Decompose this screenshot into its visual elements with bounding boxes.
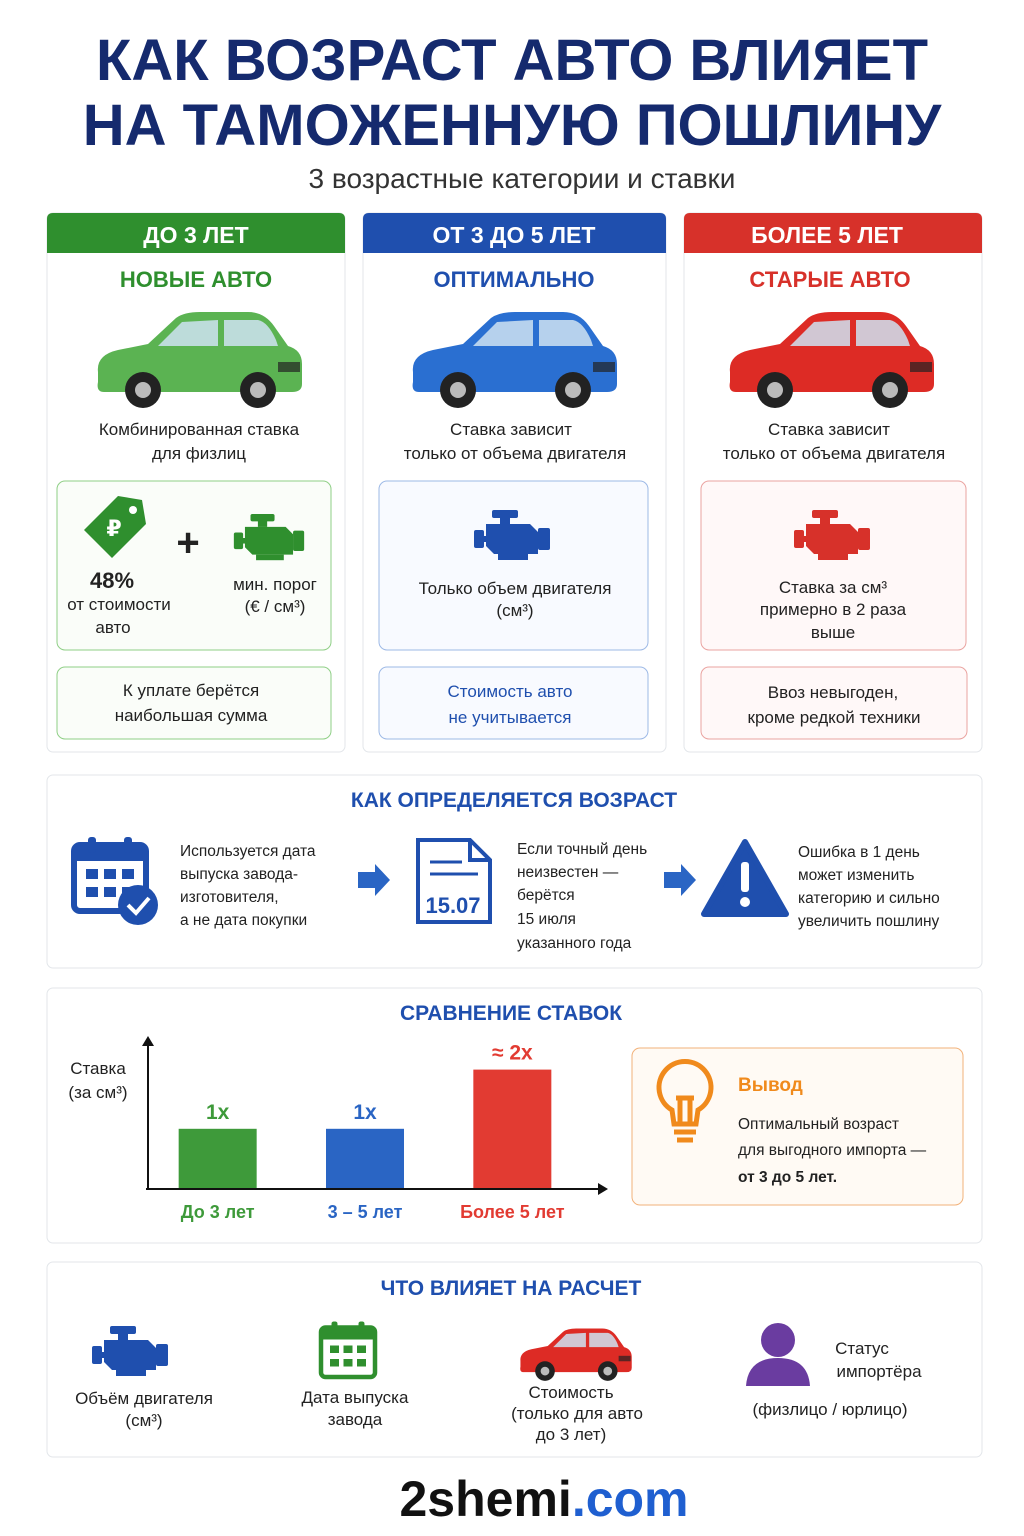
note: не учитывается — [449, 708, 572, 727]
box-text: примерно в 2 раза — [760, 600, 907, 619]
step-text: Если точный день — [517, 841, 647, 858]
box-text: (см³) — [496, 601, 533, 620]
step-text: неизвестен — — [517, 864, 619, 881]
value-label: ≈ 2x — [492, 1042, 533, 1065]
bar — [178, 1128, 257, 1188]
domain: .com — [572, 1471, 689, 1527]
section-title: ЧТО ВЛИЯЕТ НА РАСЧЕТ — [381, 1277, 642, 1300]
title-line: НА ТАМОЖЕННУЮ ПОШЛИНУ — [83, 93, 942, 158]
chart-title: СРАВНЕНИЕ СТАВОК — [400, 1002, 622, 1025]
factor-label: до 3 лет) — [536, 1425, 607, 1444]
step-text: а не дата покупки — [180, 912, 307, 929]
percent-text: от стоимости — [67, 595, 171, 614]
factor-label: Статус — [835, 1339, 889, 1358]
box-text: выше — [811, 623, 855, 642]
description: для физлиц — [152, 444, 246, 463]
note: Стоимость авто — [448, 682, 573, 701]
arrow — [358, 864, 390, 896]
factor-label: (только для авто — [511, 1404, 643, 1423]
box-text: Ставка за см³ — [779, 578, 888, 597]
value-label: 1x — [206, 1101, 230, 1124]
description: Ставка зависит — [450, 420, 572, 439]
description: только от объема двигателя — [723, 444, 945, 463]
y-axis-label: (за см³) — [68, 1083, 127, 1102]
step-text: Используется дата — [180, 843, 316, 860]
y-axis-label: Ставка — [70, 1059, 126, 1078]
x-tick-label: 3 – 5 лет — [328, 1202, 403, 1222]
step-text: указанного года — [517, 935, 632, 952]
percent: 48% — [90, 568, 134, 593]
column-subheading: ОПТИМАЛЬНО — [434, 267, 595, 292]
conclusion-text: Оптимальный возраст — [738, 1116, 899, 1133]
title-line: КАК ВОЗРАСТ АВТО ВЛИЯЕТ — [96, 28, 928, 93]
note: кроме редкой техники — [748, 708, 921, 727]
column-heading: ОТ 3 ДО 5 ЛЕТ — [433, 222, 596, 248]
factor-label: Стоимость — [528, 1383, 613, 1402]
conclusion-box: Вывод Оптимальный возраст для выгодного … — [631, 1047, 964, 1206]
step-text: изготовителя, — [180, 889, 279, 906]
bar — [326, 1128, 404, 1188]
factor-label: Объём двигателя — [75, 1389, 213, 1408]
percent-text: авто — [95, 618, 130, 637]
date-text: 15.07 — [425, 893, 480, 918]
step-text: увеличить пошлину — [798, 913, 940, 930]
conclusion-title: Вывод — [738, 1075, 803, 1096]
column-new: ДО 3 ЛЕТ НОВЫЕ АВТО Комбинированная став… — [46, 212, 346, 753]
conclusion-text: от 3 до 5 лет. — [738, 1169, 837, 1186]
factor-label: импортёра — [836, 1362, 922, 1381]
age-section: КАК ОПРЕДЕЛЯЕТСЯ ВОЗРАСТ Используется да… — [46, 774, 983, 969]
description: Комбинированная ставка — [99, 420, 300, 439]
step-text: Ошибка в 1 день — [798, 844, 920, 861]
check-icon — [118, 885, 158, 925]
note: наибольшая сумма — [115, 706, 268, 725]
person-icon — [746, 1323, 810, 1386]
column-optimal: ОТ 3 ДО 5 ЛЕТ ОПТИМАЛЬНО Ставка зависит … — [362, 212, 667, 753]
note: Ввоз невыгоден, — [768, 683, 898, 702]
box-text: Только объем двигателя — [419, 579, 612, 598]
bar — [473, 1069, 552, 1188]
plus-icon: + — [176, 521, 199, 565]
column-heading: БОЛЕЕ 5 ЛЕТ — [751, 222, 903, 248]
x-tick-label: Более 5 лет — [460, 1202, 565, 1222]
brand: 2shemi — [399, 1471, 571, 1527]
step-text: 15 июля — [517, 911, 576, 928]
note: К уплате берётся — [123, 681, 259, 700]
description: только от объема двигателя — [404, 444, 626, 463]
factor-label: Дата выпуска — [302, 1388, 409, 1407]
factor-label: (физлицо / юрлицо) — [752, 1400, 907, 1419]
column-subheading: СТАРЫЕ АВТО — [749, 267, 910, 292]
column-old: БОЛЕЕ 5 ЛЕТ СТАРЫЕ АВТО Ставка зависит т… — [683, 212, 983, 753]
value-label: 1x — [353, 1101, 377, 1124]
step-text: категорию и сильно — [798, 890, 940, 907]
description: Ставка зависит — [768, 420, 890, 439]
arrow — [664, 864, 696, 896]
price-tag-icon: ₽ — [84, 496, 146, 558]
x-tick-label: До 3 лет — [181, 1202, 255, 1222]
bulb-icon — [656, 1059, 714, 1143]
factor-label: завода — [328, 1410, 383, 1429]
step-text: выпуска завода- — [180, 866, 298, 883]
svg-text:₽: ₽ — [106, 516, 121, 541]
threshold-text: (€ / см³) — [245, 597, 306, 616]
section-title: КАК ОПРЕДЕЛЯЕТСЯ ВОЗРАСТ — [351, 789, 677, 812]
column-subheading: НОВЫЕ АВТО — [120, 267, 272, 292]
warning-icon — [701, 839, 789, 917]
subtitle: 3 возрастные категории и ставки — [309, 163, 736, 194]
step-text: может изменить — [798, 867, 914, 884]
factor-label: (см³) — [125, 1411, 162, 1430]
document-icon — [416, 838, 492, 924]
conclusion-text: для выгодного импорта — — [738, 1142, 927, 1159]
factors-section: ЧТО ВЛИЯЕТ НА РАСЧЕТ Объём двигателя (см… — [46, 1261, 983, 1458]
step-text: берётся — [517, 887, 575, 904]
column-heading: ДО 3 ЛЕТ — [143, 222, 248, 248]
footer-brand: 2shemi.com — [399, 1471, 688, 1527]
threshold-text: мин. порог — [233, 575, 317, 594]
